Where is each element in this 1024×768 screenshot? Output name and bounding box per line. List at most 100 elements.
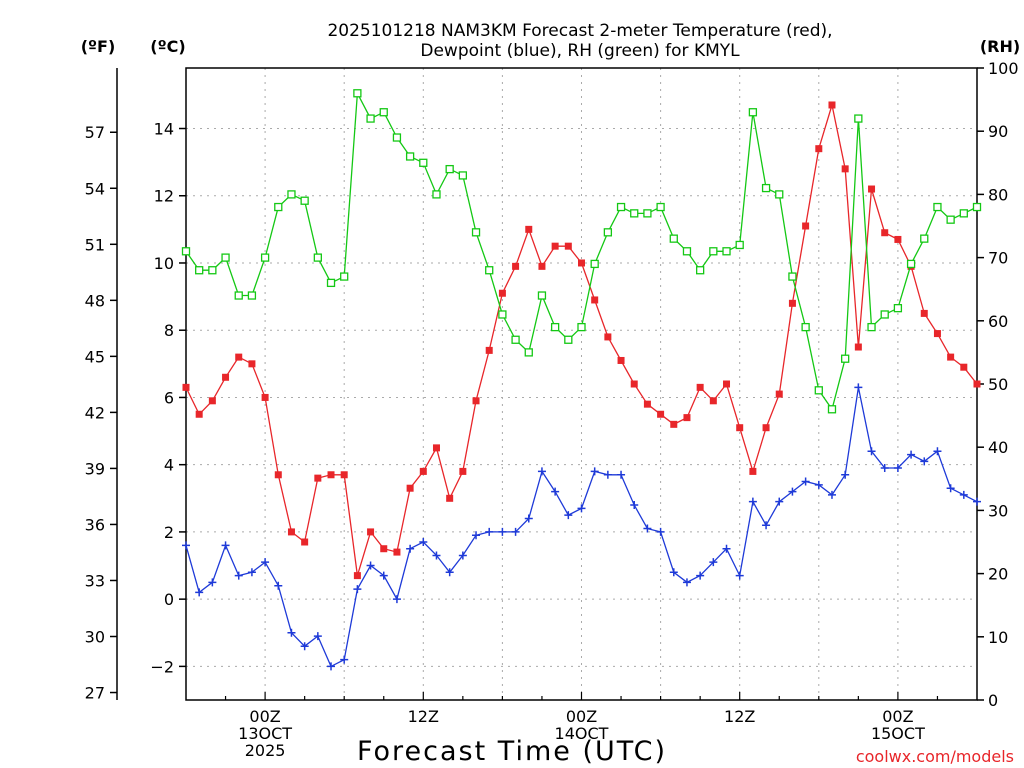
title-line-2: Dewpoint (blue), RH (green) for KMYL — [420, 41, 740, 61]
rh-point — [959, 209, 968, 218]
dewpoint-point — [907, 450, 916, 459]
rh-point — [669, 234, 678, 243]
rh-point — [841, 354, 850, 363]
dewpoint-point — [682, 578, 691, 587]
dewpoint-point — [432, 551, 441, 560]
time-tick-label: 13OCT — [238, 724, 292, 743]
fahrenheit-tick-label: 27 — [85, 684, 105, 703]
fahrenheit-tick-label: 36 — [85, 515, 105, 534]
temperature-point — [762, 424, 770, 432]
rh-point — [195, 266, 204, 275]
rh-point — [181, 247, 191, 256]
dewpoint-point — [854, 383, 863, 392]
temperature-point — [604, 333, 612, 341]
dewpoint-point — [617, 470, 626, 479]
temperature-point — [643, 400, 651, 408]
rh-point — [485, 266, 494, 275]
temperature-point — [538, 262, 546, 270]
temperature-point — [340, 471, 348, 479]
temperature-point — [920, 309, 928, 317]
temperature-point — [657, 410, 665, 418]
gridlines — [186, 68, 977, 700]
celsius-tick-label: 4 — [164, 456, 174, 475]
rh-point — [498, 310, 507, 319]
temperature-point — [696, 383, 704, 391]
temperature-point — [512, 262, 520, 270]
dewpoint-point — [946, 484, 955, 493]
fahrenheit-tick-label: 33 — [85, 571, 105, 590]
rh-point — [511, 335, 520, 344]
dewpoint-point — [353, 585, 362, 594]
dewpoint-point — [959, 490, 968, 499]
rh-point — [880, 310, 889, 319]
temperature-point — [419, 467, 427, 475]
fahrenheit-tick-label: 48 — [85, 291, 105, 310]
fahrenheit-tick-label: 45 — [85, 347, 105, 366]
temperature-point — [564, 242, 572, 250]
fahrenheit-tick-label: 57 — [85, 123, 105, 142]
rh-point — [419, 158, 428, 167]
rh-tick-label: 40 — [988, 438, 1008, 457]
title-line-1: 2025101218 NAM3KM Forecast 2-meter Tempe… — [327, 21, 832, 41]
temperature-point — [881, 229, 889, 237]
dewpoint-point — [827, 490, 836, 499]
rh-point — [814, 386, 823, 395]
rh-point — [524, 348, 533, 357]
temperature-point — [274, 471, 282, 479]
rh-point — [564, 335, 573, 344]
rh-point — [313, 253, 322, 262]
temperature-point — [222, 373, 230, 381]
rh-tick-label: 100 — [988, 59, 1019, 78]
dewpoint-point — [722, 544, 731, 553]
rh-point — [801, 322, 810, 332]
fahrenheit-tick-label: 54 — [85, 179, 105, 198]
dewpoint-point — [814, 480, 823, 489]
celsius-tick-label: 8 — [164, 321, 174, 340]
dewpoint-point — [274, 581, 283, 590]
temperature-point — [960, 363, 968, 371]
dewpoint-point — [630, 501, 639, 510]
temperature-point — [709, 397, 717, 405]
rh-point — [300, 196, 309, 205]
rh-point — [946, 215, 955, 224]
rh-point — [972, 202, 982, 212]
time-tick-label: 00Z — [566, 707, 597, 726]
temperature-point — [788, 299, 796, 307]
fahrenheit-tick-label: 39 — [85, 459, 105, 478]
dewpoint-point — [300, 642, 309, 651]
rh-point — [735, 240, 744, 250]
rh-point — [643, 209, 652, 218]
dewpoint-point — [735, 571, 744, 580]
temperature-point — [301, 538, 309, 546]
temperature-point — [195, 410, 203, 418]
rh-point — [761, 183, 771, 193]
rh-point — [405, 152, 415, 161]
dewpoint-point — [920, 457, 929, 466]
celsius-unit-label: (ºC) — [150, 37, 185, 56]
time-tick-label: 12Z — [724, 707, 755, 726]
temperature-point — [854, 343, 862, 351]
dewpoint-point — [801, 477, 810, 486]
dewpoint-point — [182, 541, 190, 550]
rh-point — [696, 266, 705, 275]
dewpoint-point — [472, 531, 481, 540]
dewpoint-point — [261, 558, 270, 567]
temperature-point — [380, 545, 388, 553]
rh-point — [603, 228, 613, 237]
temperature-point — [973, 380, 981, 388]
dewpoint-point — [748, 497, 757, 506]
celsius-tick-label: 6 — [164, 388, 174, 407]
temperature-point — [828, 101, 836, 109]
dewpoint-point — [379, 571, 388, 580]
dewpoint-point — [524, 514, 533, 523]
rh-tick-label: 90 — [988, 122, 1008, 141]
rh-unit-label: (RH) — [980, 37, 1020, 56]
dewpoint-point — [537, 467, 546, 476]
temperature-point — [393, 548, 401, 556]
rh-point — [590, 259, 599, 269]
temperature-point — [670, 420, 678, 428]
dewpoint-point — [234, 571, 243, 580]
rh-point — [274, 202, 283, 212]
